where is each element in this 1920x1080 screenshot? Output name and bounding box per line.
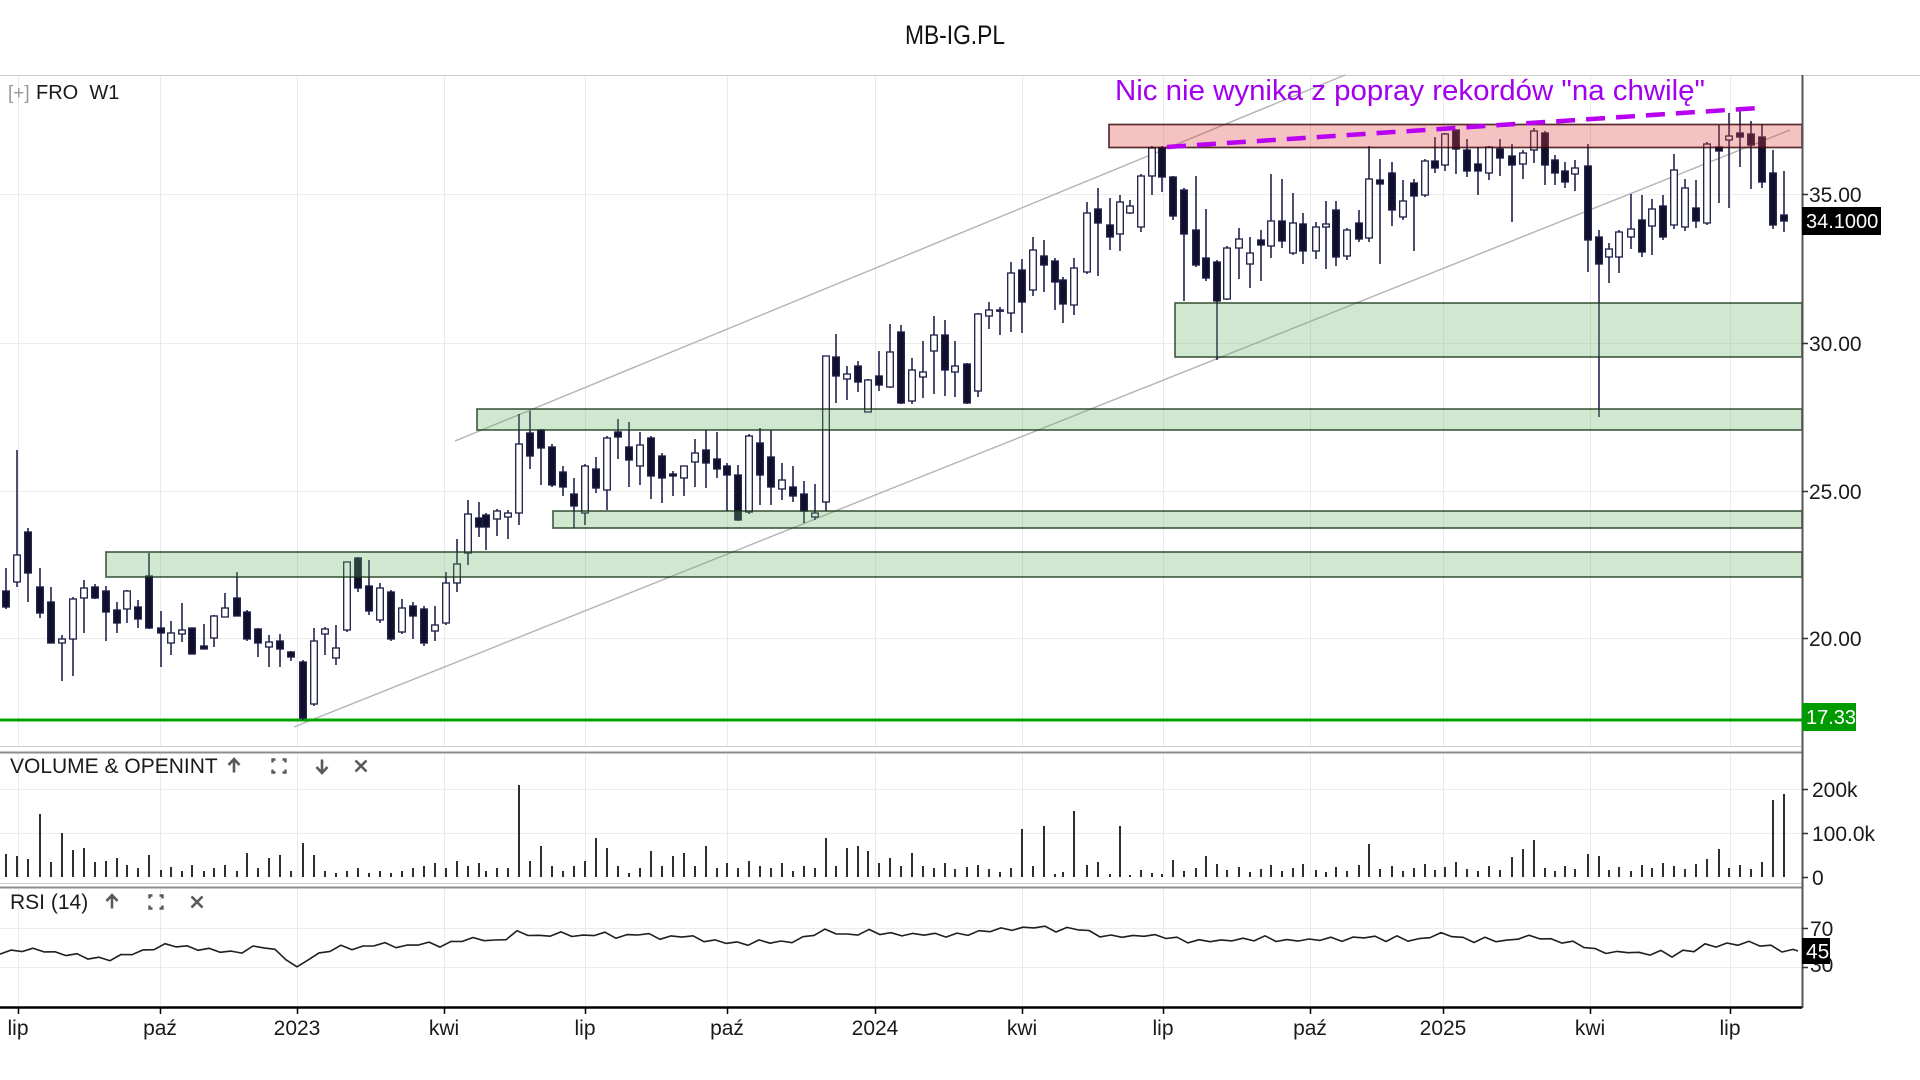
svg-text:VOLUME & OPENINT: VOLUME & OPENINT — [10, 755, 218, 778]
svg-text:25.00: 25.00 — [1809, 481, 1862, 504]
svg-text:kwi: kwi — [429, 1017, 459, 1040]
svg-text:lip: lip — [574, 1017, 595, 1040]
svg-text:2023: 2023 — [274, 1017, 321, 1040]
svg-text:RSI (14): RSI (14) — [10, 891, 88, 914]
svg-text:200k: 200k — [1812, 779, 1858, 802]
svg-text:20.00: 20.00 — [1809, 628, 1862, 651]
svg-text:35.00: 35.00 — [1809, 184, 1862, 207]
svg-text:30.00: 30.00 — [1809, 333, 1862, 356]
svg-text:lip: lip — [7, 1017, 28, 1040]
svg-text:lip: lip — [1719, 1017, 1740, 1040]
svg-text:MB-IG.PL: MB-IG.PL — [905, 20, 1005, 50]
svg-text:2024: 2024 — [852, 1017, 899, 1040]
svg-text:Nic nie wynika z popray rekord: Nic nie wynika z popray rekordów "na chw… — [1115, 75, 1705, 107]
svg-text:paź: paź — [710, 1017, 744, 1040]
svg-text:100.0k: 100.0k — [1812, 823, 1876, 846]
svg-text:paź: paź — [1293, 1017, 1327, 1040]
svg-text:17.33: 17.33 — [1806, 707, 1856, 729]
svg-text:70: 70 — [1810, 918, 1833, 941]
svg-text:[+]: [+] — [8, 83, 30, 104]
svg-text:45: 45 — [1806, 941, 1829, 964]
svg-text:kwi: kwi — [1007, 1017, 1037, 1040]
svg-text:FRO W1: FRO W1 — [36, 82, 119, 104]
svg-text:0: 0 — [1812, 867, 1824, 890]
svg-text:kwi: kwi — [1575, 1017, 1605, 1040]
svg-text:lip: lip — [1152, 1017, 1173, 1040]
svg-text:34.1000: 34.1000 — [1806, 211, 1878, 233]
svg-text:paź: paź — [143, 1017, 177, 1040]
svg-text:2025: 2025 — [1420, 1017, 1467, 1040]
